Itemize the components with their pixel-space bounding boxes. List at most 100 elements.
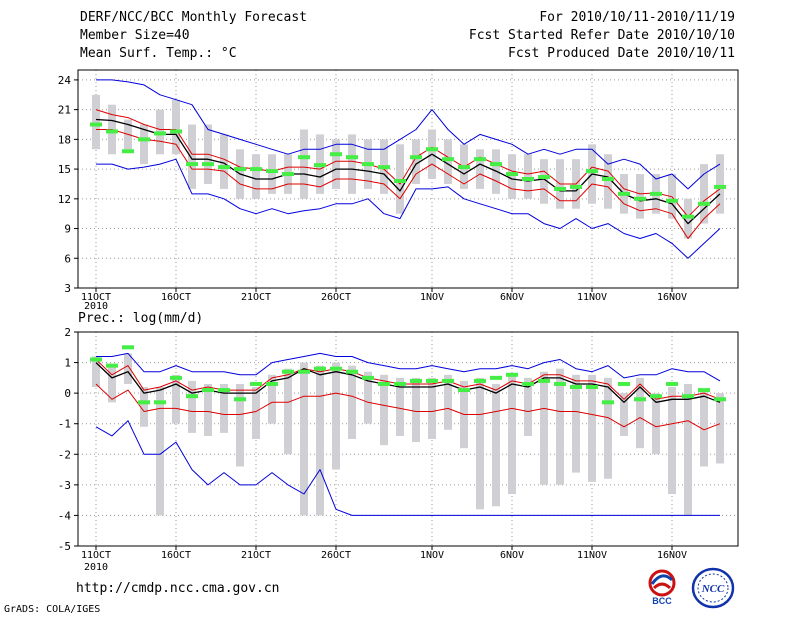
spread-bar bbox=[172, 374, 180, 424]
forecast-marker bbox=[346, 155, 358, 160]
spread-bar bbox=[172, 99, 180, 155]
forecast-marker bbox=[394, 178, 406, 183]
forecast-marker bbox=[618, 381, 630, 386]
forecast-marker bbox=[426, 147, 438, 152]
x-tick-label: 26OCT bbox=[321, 550, 351, 561]
forecast-marker bbox=[314, 366, 326, 371]
forecast-marker bbox=[106, 129, 118, 134]
spread-bar bbox=[204, 383, 212, 436]
forecast-marker bbox=[474, 157, 486, 162]
forecast-marker bbox=[330, 152, 342, 157]
y-tick-label: 3 bbox=[64, 282, 71, 295]
forecast-marker bbox=[522, 177, 534, 181]
spread-bar bbox=[268, 374, 276, 424]
spread-bar bbox=[252, 154, 260, 199]
spread-bar bbox=[92, 356, 100, 388]
spread-bar bbox=[220, 383, 228, 433]
spread-bar bbox=[652, 393, 660, 455]
forecast-marker bbox=[586, 385, 598, 390]
x-tick-label: 6NOV bbox=[500, 550, 524, 561]
spread-bar bbox=[476, 149, 484, 189]
spread-bar bbox=[332, 362, 340, 470]
source-url[interactable]: http://cmdp.ncc.cma.gov.cn bbox=[76, 581, 280, 596]
y-tick-label: 15 bbox=[58, 163, 71, 176]
forecast-marker bbox=[698, 388, 710, 393]
forecast-marker bbox=[714, 184, 726, 189]
y-tick-label: 18 bbox=[58, 133, 71, 146]
forecast-marker bbox=[362, 375, 374, 380]
spread-bar bbox=[684, 383, 692, 516]
spread-bar bbox=[348, 365, 356, 439]
upper-envelope-line bbox=[96, 79, 721, 190]
forecast-marker bbox=[282, 172, 294, 177]
forecast-marker bbox=[298, 369, 310, 374]
forecast-marker bbox=[618, 191, 630, 196]
forecast-marker bbox=[538, 175, 550, 180]
spread-bar bbox=[380, 374, 388, 446]
x-tick-label: 6NOV bbox=[500, 292, 524, 303]
x-tick-label: 16NOV bbox=[657, 550, 687, 561]
forecast-marker bbox=[538, 378, 550, 383]
forecast-marker bbox=[602, 400, 614, 405]
spread-bar bbox=[156, 387, 164, 516]
spread-bar bbox=[252, 387, 260, 439]
forecast-marker bbox=[666, 381, 678, 386]
y-tick-label: -5 bbox=[58, 540, 71, 553]
forecast-marker bbox=[506, 372, 518, 377]
x-tick-label: 1NOV bbox=[420, 292, 444, 303]
forecast-marker bbox=[282, 369, 294, 374]
y-tick-label: 21 bbox=[58, 104, 71, 117]
x-year-label: 2010 bbox=[84, 562, 108, 573]
forecast-marker bbox=[666, 198, 678, 203]
x-tick-label: 11NOV bbox=[577, 292, 607, 303]
x-tick-label: 16OCT bbox=[161, 292, 191, 303]
forecast-marker bbox=[698, 201, 710, 206]
y-tick-label: 24 bbox=[58, 74, 72, 87]
forecast-marker bbox=[586, 169, 598, 174]
spread-bar bbox=[316, 365, 324, 516]
plot-frame bbox=[77, 331, 739, 547]
forecast-marker bbox=[202, 162, 214, 167]
started-refer-date: Fcst Started Refer Date 2010/10/10 bbox=[468, 28, 735, 43]
x-tick-label: 11NOV bbox=[577, 550, 607, 561]
spread-bar bbox=[236, 383, 244, 467]
spread-bar bbox=[540, 371, 548, 485]
forecast-marker bbox=[202, 388, 214, 393]
y-tick-label: -1 bbox=[58, 418, 71, 431]
spread-bar bbox=[716, 154, 724, 214]
ncc-logo-text: NCC bbox=[701, 583, 725, 595]
forecast-marker bbox=[410, 378, 422, 383]
forecast-marker bbox=[602, 177, 614, 181]
spread-bar bbox=[284, 368, 292, 455]
forecast-marker bbox=[378, 381, 390, 386]
spread-bar bbox=[508, 374, 516, 495]
spread-bar bbox=[348, 134, 356, 194]
y-tick-label: -3 bbox=[58, 479, 71, 492]
spread-bar bbox=[572, 374, 580, 473]
x-tick-label: 21OCT bbox=[241, 292, 271, 303]
spread-bar bbox=[508, 154, 516, 199]
upper-band-line bbox=[95, 109, 721, 218]
y-tick-label: 2 bbox=[64, 326, 71, 339]
upper-band-line bbox=[95, 359, 721, 400]
bcc-logo-icon: BCC bbox=[648, 569, 676, 606]
lower-band-line bbox=[96, 129, 721, 239]
spread-bar bbox=[444, 139, 452, 184]
ensemble-mean-line bbox=[95, 118, 721, 225]
spread-bar bbox=[364, 371, 372, 424]
forecast-marker bbox=[298, 155, 310, 160]
forecast-marker bbox=[138, 137, 150, 142]
y-tick-label: 9 bbox=[64, 223, 71, 236]
y-tick-label: -2 bbox=[58, 448, 71, 461]
x-year-label: 2010 bbox=[84, 301, 108, 312]
spread-bar bbox=[636, 377, 644, 449]
forecast-marker bbox=[218, 388, 230, 393]
variable-label: Mean Surf. Temp.: °C bbox=[80, 46, 237, 61]
spread-bar bbox=[220, 134, 228, 189]
x-tick-label: 11OCT bbox=[81, 292, 111, 303]
forecast-marker bbox=[218, 165, 230, 170]
forecast-marker bbox=[266, 381, 278, 386]
spread-bar bbox=[700, 164, 708, 224]
forecast-marker bbox=[554, 186, 566, 191]
x-tick-label: 11OCT bbox=[81, 550, 111, 561]
